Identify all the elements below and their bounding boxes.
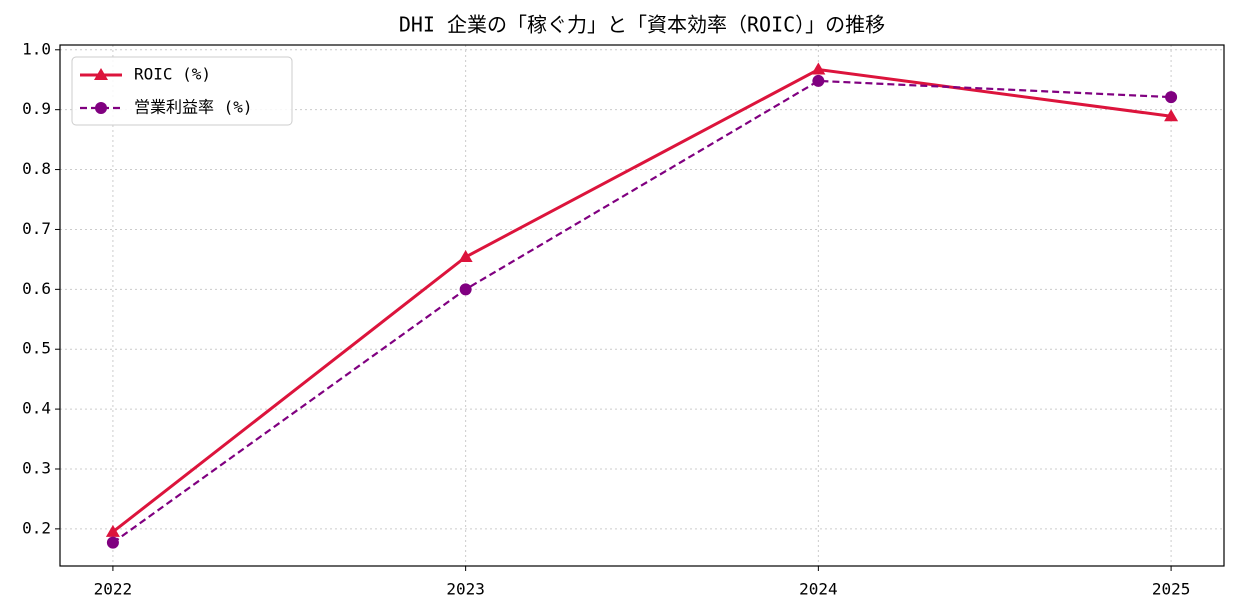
y-tick-label: 0.7 xyxy=(22,219,51,238)
marker xyxy=(812,74,825,87)
marker xyxy=(811,62,826,75)
y-tick-label: 0.3 xyxy=(22,458,51,477)
x-tick-label: 2025 xyxy=(1152,580,1191,599)
series-line xyxy=(111,68,1172,534)
plot-frame xyxy=(59,44,1225,567)
y-tick-label: 0.8 xyxy=(22,159,51,178)
series-line xyxy=(112,79,1172,544)
marker xyxy=(105,524,120,537)
marker xyxy=(1164,109,1179,122)
y-tick-label: 1.0 xyxy=(22,39,51,58)
legend-box xyxy=(71,56,293,126)
marker xyxy=(1165,91,1178,104)
legend-marker xyxy=(94,68,108,80)
marker xyxy=(106,536,119,549)
marker xyxy=(459,283,472,296)
x-tick-label: 2024 xyxy=(799,580,838,599)
y-tick-label: 0.2 xyxy=(22,518,51,537)
legend-label: ROIC (%) xyxy=(134,65,211,84)
y-tick-label: 0.4 xyxy=(22,399,51,418)
y-tick-label: 0.6 xyxy=(22,279,51,298)
y-tick-label: 0.9 xyxy=(22,99,51,118)
legend-marker xyxy=(95,102,107,114)
y-tick-label: 0.5 xyxy=(22,339,51,358)
x-tick-label: 2022 xyxy=(94,580,133,599)
legend-label: 営業利益率 (%) xyxy=(134,98,253,117)
x-tick-label: 2023 xyxy=(446,580,485,599)
marker xyxy=(458,249,473,262)
chart-title: DHI 企業の「稼ぐ力」と「資本効率（ROIC）」の推移 xyxy=(399,13,885,37)
